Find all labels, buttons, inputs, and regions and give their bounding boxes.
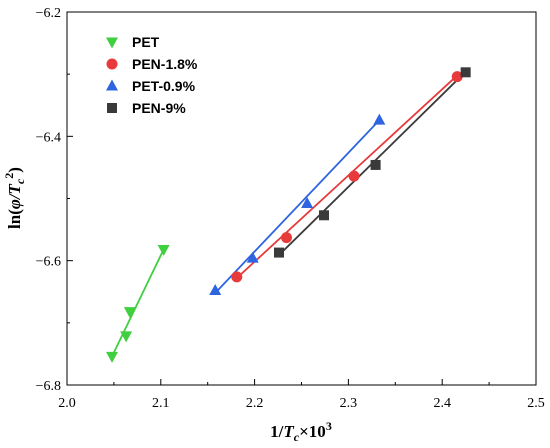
legend-marker-pen-1-8 [106, 58, 118, 70]
legend-marker-pet [106, 37, 118, 49]
point-pen-1-8 [280, 232, 292, 244]
x-axis-title: 1/Tc×103 [270, 419, 332, 444]
point-pen-9 [460, 67, 471, 78]
legend: PET PEN-1.8% PET-0.9% PEN-9% [106, 34, 198, 116]
x-axis: 2.0 2.1 2.2 2.3 2.4 2.5 [58, 379, 545, 411]
point-pet [123, 307, 136, 319]
point-pet [157, 244, 170, 256]
legend-label-pet: PET [132, 34, 160, 50]
point-pen-9 [370, 159, 381, 170]
point-pet [120, 331, 133, 343]
y-tick-label: −6.6 [36, 255, 61, 270]
fit-line-pet-0-9 [214, 119, 381, 294]
point-pet-0-9 [301, 196, 314, 208]
legend-label-pen-1-8: PEN-1.8% [132, 56, 198, 72]
data-points [106, 67, 471, 363]
point-pen-9 [273, 247, 284, 258]
y-axis-title: ln(φ/Tc2) [2, 167, 27, 229]
x-tick-label: 2.2 [246, 396, 264, 411]
point-pet-0-9 [209, 284, 222, 296]
y-tick-label: −6.8 [36, 379, 61, 394]
x-tick-label: 2.5 [527, 396, 545, 411]
x-tick-label: 2.3 [340, 396, 358, 411]
y-tick-label: −6.4 [36, 130, 61, 145]
legend-label-pen-9: PEN-9% [132, 100, 186, 116]
legend-label-pet-0-9: PET-0.9% [132, 78, 196, 94]
point-pen-9 [319, 210, 330, 221]
point-pen-1-8 [451, 71, 463, 83]
point-pet-0-9 [373, 113, 386, 125]
point-pet-0-9 [246, 251, 259, 263]
point-pen-1-8 [231, 271, 243, 283]
point-pen-1-8 [348, 170, 360, 182]
x-tick-label: 2.0 [58, 396, 76, 411]
legend-marker-pet-0-9 [106, 79, 118, 91]
legend-marker-pen-9 [107, 103, 117, 113]
fit-line-pet [111, 249, 165, 357]
y-axis: −6.8 −6.6 −6.4 −6.2 [36, 6, 73, 394]
fit-line-pen-1-8 [236, 74, 458, 279]
x-tick-label: 2.1 [152, 396, 170, 411]
y-tick-label: −6.2 [36, 6, 61, 21]
x-tick-label: 2.4 [433, 396, 451, 411]
point-pet [106, 351, 119, 363]
